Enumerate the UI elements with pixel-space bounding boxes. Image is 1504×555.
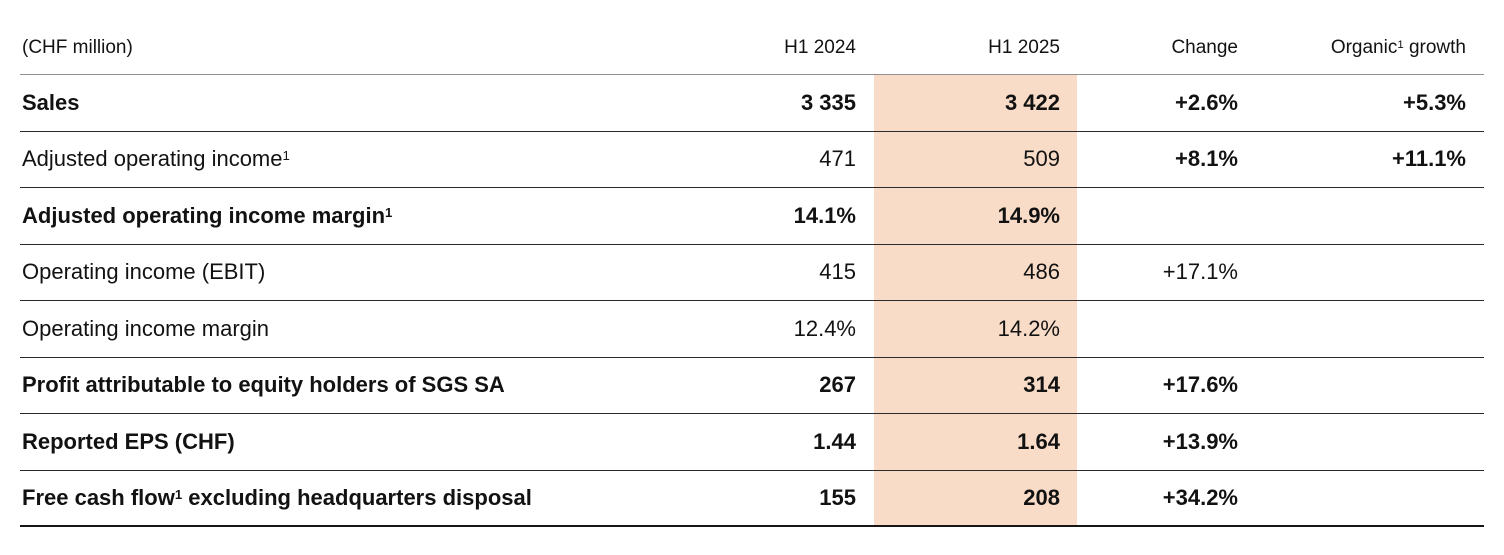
table-row-free-cash-flow: Free cash flow1 excluding headquarters d… bbox=[20, 470, 1484, 527]
organic-header-text-rest: growth bbox=[1403, 37, 1466, 58]
row-label: Free cash flow1 excluding headquarters d… bbox=[20, 484, 656, 510]
column-header-change: Change bbox=[1171, 37, 1238, 58]
row-label: Operating income margin bbox=[20, 315, 656, 341]
table-row-adjusted-operating-income-margin: Adjusted operating income margin1 14.1% … bbox=[20, 188, 1484, 245]
row-label: Reported EPS (CHF) bbox=[20, 428, 656, 454]
cell-h1-2024: 415 bbox=[819, 259, 856, 285]
cell-h1-2025: 208 bbox=[874, 470, 1077, 525]
table-row-profit-attributable: Profit attributable to equity holders of… bbox=[20, 357, 1484, 414]
cell-h1-2024: 1.44 bbox=[813, 428, 856, 454]
cell-change: +17.1% bbox=[1162, 259, 1238, 285]
cell-h1-2024: 267 bbox=[819, 372, 856, 398]
row-label-text: Operating income margin bbox=[22, 315, 270, 341]
table-row-adjusted-operating-income: Adjusted operating income1 471 509 +8.1%… bbox=[20, 131, 1484, 188]
cell-h1-2025: 1.64 bbox=[874, 414, 1077, 470]
cell-organic-growth: +5.3% bbox=[1403, 89, 1466, 115]
footnote-superscript: 1 bbox=[385, 204, 393, 220]
table-row-reported-eps: Reported EPS (CHF) 1.44 1.64 +13.9% bbox=[20, 414, 1484, 471]
cell-h1-2024: 471 bbox=[819, 146, 856, 172]
row-label-text: Free cash flow bbox=[22, 484, 175, 510]
cell-organic-growth: +11.1% bbox=[1391, 146, 1466, 172]
column-header-organic-growth: Organic1 growth bbox=[1238, 38, 1484, 57]
cell-change: +17.6% bbox=[1162, 372, 1238, 398]
row-label-text: Adjusted operating income margin bbox=[22, 202, 386, 228]
cell-h1-2024: 12.4% bbox=[793, 315, 856, 341]
row-label: Adjusted operating income1 bbox=[20, 148, 656, 170]
cell-h1-2024: 14.1% bbox=[793, 202, 856, 228]
cell-change: +34.2% bbox=[1162, 484, 1238, 510]
row-label: Profit attributable to equity holders of… bbox=[20, 374, 656, 396]
table-row-operating-income-margin: Operating income margin 12.4% 14.2% bbox=[20, 301, 1484, 358]
column-header-h1-2024: H1 2024 bbox=[784, 37, 856, 58]
column-header-unit: (CHF million) bbox=[22, 37, 133, 58]
row-label: Sales bbox=[20, 89, 656, 115]
footnote-superscript: 1 bbox=[282, 148, 290, 164]
column-header-h1-2025: H1 2025 bbox=[988, 37, 1060, 58]
row-label: Adjusted operating income margin1 bbox=[20, 202, 656, 228]
row-label-text: Reported EPS (CHF) bbox=[22, 428, 235, 454]
cell-change: +13.9% bbox=[1162, 428, 1238, 454]
row-label-text: Adjusted operating income bbox=[22, 146, 283, 172]
row-label: Operating income (EBIT) bbox=[20, 261, 656, 283]
cell-change: +2.6% bbox=[1175, 89, 1238, 115]
cell-h1-2025: 14.9% bbox=[874, 188, 1077, 244]
row-label-text: Operating income (EBIT) bbox=[22, 259, 266, 285]
row-label-text-rest: excluding headquarters disposal bbox=[182, 484, 532, 510]
cell-change: +8.1% bbox=[1175, 146, 1238, 172]
cell-h1-2024: 3 335 bbox=[800, 89, 856, 115]
cell-h1-2025: 3 422 bbox=[874, 75, 1077, 131]
cell-h1-2024: 155 bbox=[819, 484, 856, 510]
row-label-text: Sales bbox=[22, 89, 80, 115]
footnote-superscript: 1 bbox=[174, 486, 183, 502]
row-label-text: Profit attributable to equity holders of… bbox=[22, 372, 505, 398]
cell-h1-2025: 509 bbox=[874, 131, 1077, 187]
cell-h1-2025: 14.2% bbox=[874, 301, 1077, 357]
organic-header-text: Organic bbox=[1330, 37, 1398, 58]
table-row-operating-income-ebit: Operating income (EBIT) 415 486 +17.1% bbox=[20, 244, 1484, 301]
table-row-sales: Sales 3 335 3 422 +2.6% +5.3% bbox=[20, 75, 1484, 132]
footnote-superscript: 1 bbox=[1397, 38, 1404, 51]
cell-h1-2025: 314 bbox=[874, 357, 1077, 413]
cell-h1-2025: 486 bbox=[874, 244, 1077, 300]
financial-results-table: (CHF million) H1 2024 H1 2025 Change Org… bbox=[20, 0, 1484, 527]
table-header-row: (CHF million) H1 2024 H1 2025 Change Org… bbox=[20, 0, 1484, 75]
